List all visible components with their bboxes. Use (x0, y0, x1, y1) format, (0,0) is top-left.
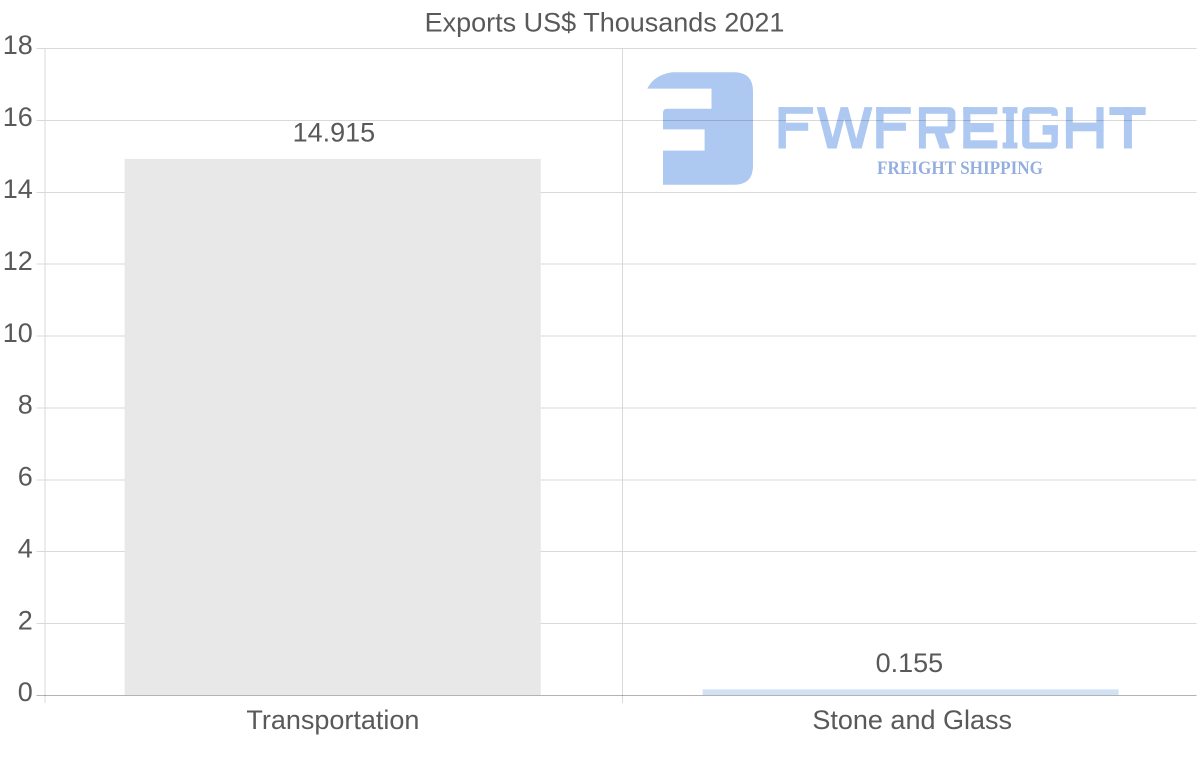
svg-text:14.915: 14.915 (293, 118, 376, 148)
svg-text:FREIGHT SHIPPING: FREIGHT SHIPPING (877, 158, 1043, 179)
svg-text:0: 0 (18, 677, 33, 707)
svg-text:Exports US$ Thousands 2021: Exports US$ Thousands 2021 (425, 8, 785, 38)
svg-text:10: 10 (3, 318, 33, 348)
svg-text:Transportation: Transportation (246, 705, 419, 735)
svg-text:4: 4 (18, 533, 33, 563)
svg-text:8: 8 (18, 390, 33, 420)
svg-text:2: 2 (18, 605, 33, 635)
svg-text:14: 14 (3, 174, 33, 204)
svg-text:16: 16 (3, 102, 33, 132)
svg-text:12: 12 (3, 246, 33, 276)
svg-text:18: 18 (3, 30, 33, 60)
svg-text:Stone and Glass: Stone and Glass (812, 705, 1012, 735)
svg-text:0.155: 0.155 (876, 648, 944, 678)
svg-text:6: 6 (18, 462, 33, 492)
